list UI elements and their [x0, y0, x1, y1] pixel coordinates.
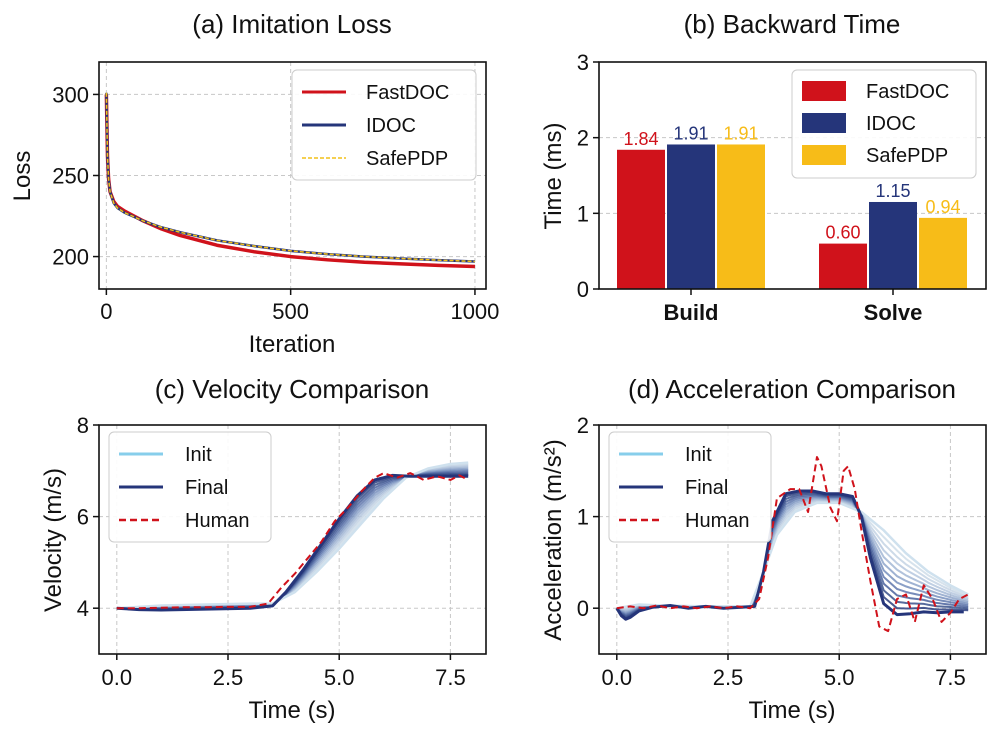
axes-frame-c [98, 424, 487, 655]
final-line [116, 473, 469, 612]
panel-acceleration-comparison: (d) Acceleration Comparison 0.0 2.5 5.0 7.5… [540, 374, 987, 724]
tick-label-y-c: 6 [77, 505, 89, 530]
legend-box-d [608, 431, 772, 543]
tick-label-x-d: 7.5 [935, 665, 966, 690]
legend-swatch-safepdp [802, 145, 846, 165]
tick-label-y-b: 2 [577, 126, 589, 151]
legend-label-idoc: IDOC [866, 113, 916, 135]
panel-backward-time: (b) Backward Time 1.84 1.91 1.91 0.60 1.15 0.… [540, 9, 987, 325]
legend-d: Init Final Human [608, 431, 772, 543]
tick-label-y-c: 8 [77, 413, 89, 438]
bar-value-label: 0.94 [925, 197, 960, 217]
tick-label-y-b: 3 [577, 50, 589, 75]
tick-label-y-a: 200 [52, 245, 89, 270]
tick-label-x-c: 5.0 [324, 665, 355, 690]
legend-label-final: Final [185, 477, 228, 499]
ylabel-a: Loss [9, 151, 36, 202]
bar-safepdp-solve [919, 217, 967, 289]
ylabel-d: Acceleration (m/s²) [540, 439, 567, 640]
title-b: (b) Backward Time [684, 9, 901, 39]
tick-label-y-b: 0 [577, 277, 589, 302]
tick-label-y-d: 0 [577, 596, 589, 621]
tick-label-y-d: 1 [577, 505, 589, 530]
series-line-safepdp [105, 92, 475, 263]
bar-value-label: 1.91 [673, 123, 708, 143]
legend-label-final: Final [685, 477, 728, 499]
legend-label-fastdoc: FastDOC [866, 81, 949, 103]
legend-b: FastDOC IDOC SafePDP [791, 69, 977, 179]
panel-velocity-comparison: (c) Velocity Comparison 0.0 2.5 5.0 7.5468 … [40, 374, 487, 724]
legend-label-init: Init [185, 444, 212, 466]
axes-frame-d [598, 424, 987, 655]
legend-label-human: Human [685, 510, 749, 532]
legend-label-safepdp: SafePDP [866, 145, 948, 167]
legend-label-human: Human [185, 510, 249, 532]
axes-frame-b [598, 61, 987, 290]
tick-label-y-a: 250 [52, 164, 89, 189]
legend-a: FastDOC IDOC SafePDP [291, 69, 477, 181]
bar-value-label: 1.84 [623, 129, 658, 149]
legend-box-a [291, 69, 477, 181]
legend-label-init: Init [685, 444, 712, 466]
xlabel-c: Time (s) [248, 697, 335, 724]
ylabel-c: Velocity (m/s) [40, 468, 67, 612]
ylabel-b: Time (ms) [540, 122, 567, 229]
legend-swatch-fastdoc [802, 81, 846, 101]
bar-safepdp-build [717, 144, 765, 289]
category-label-solve: Solve [864, 300, 923, 325]
bar-fastdoc-solve [819, 243, 867, 289]
legend-label-fastdoc: FastDOC [366, 82, 449, 104]
tick-label-x-a: 500 [272, 299, 309, 324]
bar-idoc-solve [869, 201, 917, 289]
tick-label-y-d: 2 [577, 413, 589, 438]
legend-label-idoc: IDOC [366, 115, 416, 137]
tick-label-x-a: 1000 [450, 299, 499, 324]
legend-swatch-idoc [802, 113, 846, 133]
tick-label-x-d: 0.0 [601, 665, 632, 690]
bar-value-label: 1.15 [875, 181, 910, 201]
tick-label-x-d: 2.5 [713, 665, 744, 690]
human-line [616, 456, 969, 633]
bar-fastdoc-build [617, 149, 665, 289]
bar-idoc-build [667, 144, 715, 289]
tick-label-y-c: 4 [77, 596, 89, 621]
legend-label-safepdp: SafePDP [366, 148, 448, 170]
tick-label-x-a: 0 [100, 299, 112, 324]
legend-c: Init Final Human [108, 431, 272, 543]
human-line [116, 472, 469, 610]
tick-label-x-d: 5.0 [824, 665, 855, 690]
bar-value-label: 0.60 [825, 223, 860, 243]
title-c: (c) Velocity Comparison [155, 374, 430, 404]
tick-label-y-b: 1 [577, 201, 589, 226]
xlabel-d: Time (s) [748, 697, 835, 724]
tick-label-x-c: 2.5 [213, 665, 244, 690]
title-a: (a) Imitation Loss [192, 9, 391, 39]
tick-label-y-a: 300 [52, 82, 89, 107]
final-line [615, 489, 964, 621]
title-d: (d) Acceleration Comparison [628, 374, 956, 404]
tick-label-x-c: 7.5 [435, 665, 466, 690]
bar-value-label: 1.91 [723, 123, 758, 143]
xlabel-a: Iteration [249, 331, 336, 358]
panel-imitation-loss: (a) Imitation Loss 0 500 1000 200 250 300 Ite… [9, 9, 499, 358]
category-label-build: Build [664, 300, 719, 325]
legend-box-c [108, 431, 272, 543]
init-line [116, 461, 469, 610]
tick-label-x-c: 0.0 [101, 665, 132, 690]
